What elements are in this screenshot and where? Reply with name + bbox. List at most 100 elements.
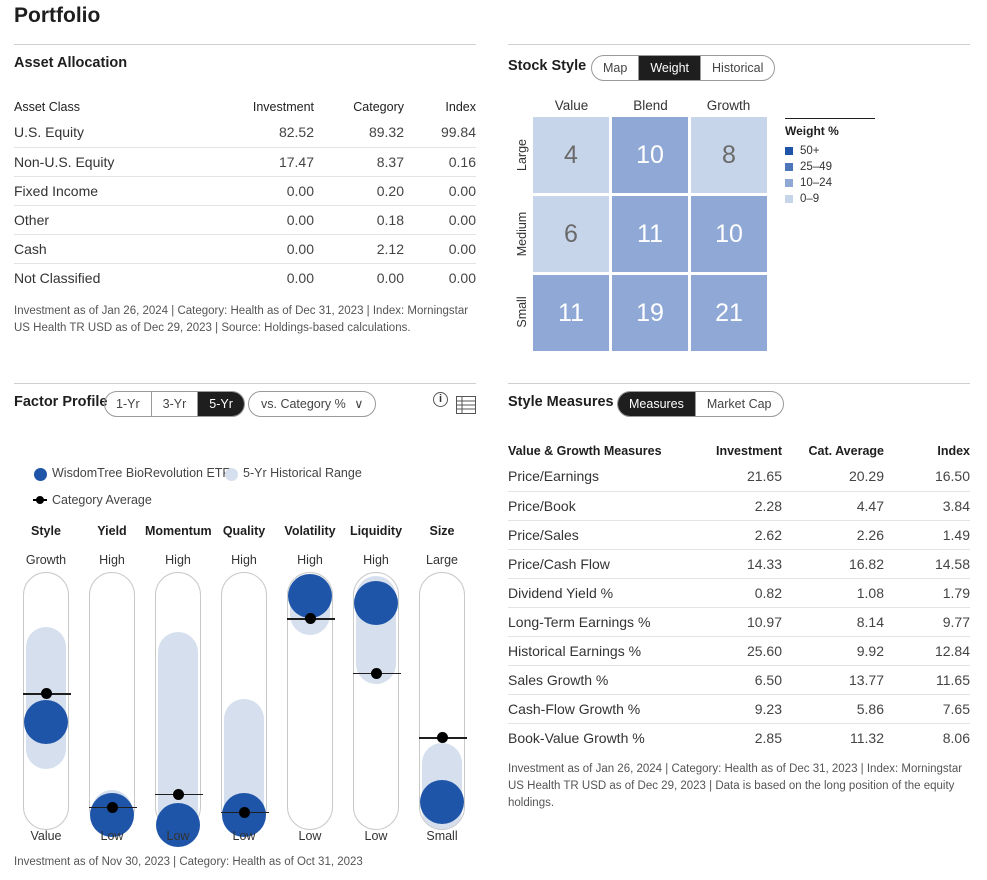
style-box-cell: 11: [533, 275, 609, 351]
category-average-dot: [172, 788, 184, 800]
tab-map[interactable]: Map: [603, 61, 628, 75]
table-row: Price/Earnings 21.65 20.29 16.50: [508, 462, 970, 492]
value-cell: 0.18: [314, 205, 404, 235]
style-box-row-label: Medium: [515, 211, 529, 257]
tab-market-cap[interactable]: Market Cap: [694, 392, 783, 416]
value-cell: 7.65: [884, 694, 970, 724]
measure-name-cell: Sales Growth %: [508, 665, 708, 695]
value-cell: 0.00: [286, 269, 314, 286]
factor-bottom-label: Low: [232, 829, 256, 843]
table-row: Book-Value Growth % 2.85 11.32 8.06: [508, 723, 970, 752]
dropdown-label: vs. Category %: [261, 397, 346, 411]
value-cell: 14.58: [884, 549, 970, 579]
table-row: Non-U.S. Equity 17.47 8.37 0.16: [14, 147, 476, 177]
historical-range: [158, 632, 198, 829]
category-legend-dot: [36, 496, 44, 504]
tab-historical[interactable]: Historical: [700, 56, 774, 80]
factor-top-label: High: [99, 553, 125, 567]
factor-bottom-label: Small: [426, 829, 458, 843]
value-cell: 11.32: [850, 729, 884, 746]
table-row: Dividend Yield % 0.82 1.08 1.79: [508, 578, 970, 608]
factor-bottom-label: Low: [166, 829, 190, 843]
table-row: Long-Term Earnings % 10.97 8.14 9.77: [508, 607, 970, 637]
divider: [508, 44, 970, 45]
value-cell: 0.00: [404, 176, 476, 206]
tab-5yr[interactable]: 5-Yr: [197, 392, 244, 416]
tab-measures[interactable]: Measures: [618, 392, 695, 416]
value-cell: 17.47: [214, 147, 314, 177]
measure-name-cell: Price/Cash Flow: [508, 549, 708, 579]
value-cell: 2.26: [782, 520, 884, 550]
asset-class-cell: Non-U.S. Equity: [14, 147, 214, 177]
category-average-dot: [304, 613, 316, 625]
tab-1yr[interactable]: 1-Yr: [116, 397, 140, 411]
value-cell: 0.00: [214, 176, 314, 206]
value-cell: 0.00: [376, 269, 404, 286]
measure-name-cell: Price/Book: [508, 491, 708, 521]
legend-label: 0–9: [800, 193, 820, 205]
table-row: Sales Growth % 6.50 13.77 11.65: [508, 665, 970, 695]
divider: [14, 383, 476, 384]
page-title: Portfolio: [14, 4, 101, 27]
table-header-row: Value & Growth Measures Investment Cat. …: [508, 440, 970, 462]
factor-bottom-label: Low: [100, 829, 124, 843]
table-row: U.S. Equity 82.52 89.32 99.84: [14, 118, 476, 148]
value-cell: 10.97: [708, 607, 782, 637]
measure-name-cell: Historical Earnings %: [508, 636, 708, 666]
value-cell: 16.50: [884, 462, 970, 492]
asset-class-cell: U.S. Equity: [14, 118, 214, 148]
value-cell: 0.16: [404, 147, 476, 177]
value-cell: 0.00: [404, 234, 476, 264]
tab-3yr[interactable]: 3-Yr: [150, 392, 198, 416]
value-cell: 0.82: [708, 578, 782, 608]
column-header: Category: [353, 100, 404, 114]
value-cell: 2.62: [708, 520, 782, 550]
column-header: Cat. Average: [808, 444, 885, 458]
value-cell: 2.28: [708, 491, 782, 521]
value-cell: 0.20: [314, 176, 404, 206]
weight-legend: 50+ 25–49 10–24 0–9: [785, 143, 832, 207]
factor-top-label: High: [231, 553, 257, 567]
fund-position-dot: [420, 779, 464, 824]
factor-bottom-label: Low: [298, 829, 322, 843]
factor-name: Momentum: [145, 524, 212, 538]
stock-style-view-toggle: Map Weight Historical: [591, 55, 776, 81]
footnote-line: US Health TR USD as of Dec 29, 2023 | Da…: [508, 780, 955, 792]
value-cell: 9.77: [884, 607, 970, 637]
fund-position-dot: [354, 580, 398, 625]
legend-item: 50+: [785, 143, 832, 159]
measure-name-cell: Price/Sales: [508, 520, 708, 550]
factor-bottom-label: Low: [364, 829, 388, 843]
value-cell: 9.23: [708, 694, 782, 724]
value-cell: 12.84: [884, 636, 970, 666]
style-box-cell: 10: [612, 117, 688, 193]
table-row: Price/Book 2.28 4.47 3.84: [508, 491, 970, 521]
comparison-dropdown[interactable]: vs. Category % ∨: [248, 391, 377, 417]
factor-name: Size: [429, 524, 455, 538]
value-cell: 99.84: [404, 118, 476, 148]
table-row: Cash 0.00 2.12 0.00: [14, 234, 476, 264]
style-box-cell: 21: [691, 275, 767, 351]
table-icon[interactable]: [456, 396, 476, 414]
fund-legend-dot: [34, 468, 47, 481]
table-row: Price/Sales 2.62 2.26 1.49: [508, 520, 970, 550]
footnote-line: US Health TR USD as of Dec 29, 2023 | So…: [14, 322, 411, 334]
info-icon[interactable]: i: [433, 392, 448, 407]
asset-class-cell: Other: [14, 205, 214, 235]
table-row: Not Classified 0.00 0.00 0.00: [14, 263, 476, 292]
value-cell: 6.50: [708, 665, 782, 695]
factor-name: Volatility: [284, 524, 336, 538]
tab-weight[interactable]: Weight: [638, 56, 701, 80]
asset-class-cell: Fixed Income: [14, 176, 214, 206]
factor-top-label: Growth: [25, 553, 67, 567]
asset-allocation-table: Asset Class Investment Category Index U.…: [14, 96, 476, 292]
style-box-cell: 6: [533, 196, 609, 272]
style-measures-title: Style Measures: [508, 394, 614, 410]
value-cell: 2.85: [754, 729, 782, 746]
factor-track: [23, 572, 69, 830]
measure-name-cell: Price/Earnings: [508, 462, 708, 492]
value-cell: 0.00: [448, 269, 476, 286]
category-average-dot: [40, 688, 52, 700]
divider: [508, 383, 970, 384]
fund-position-dot: [90, 792, 134, 837]
